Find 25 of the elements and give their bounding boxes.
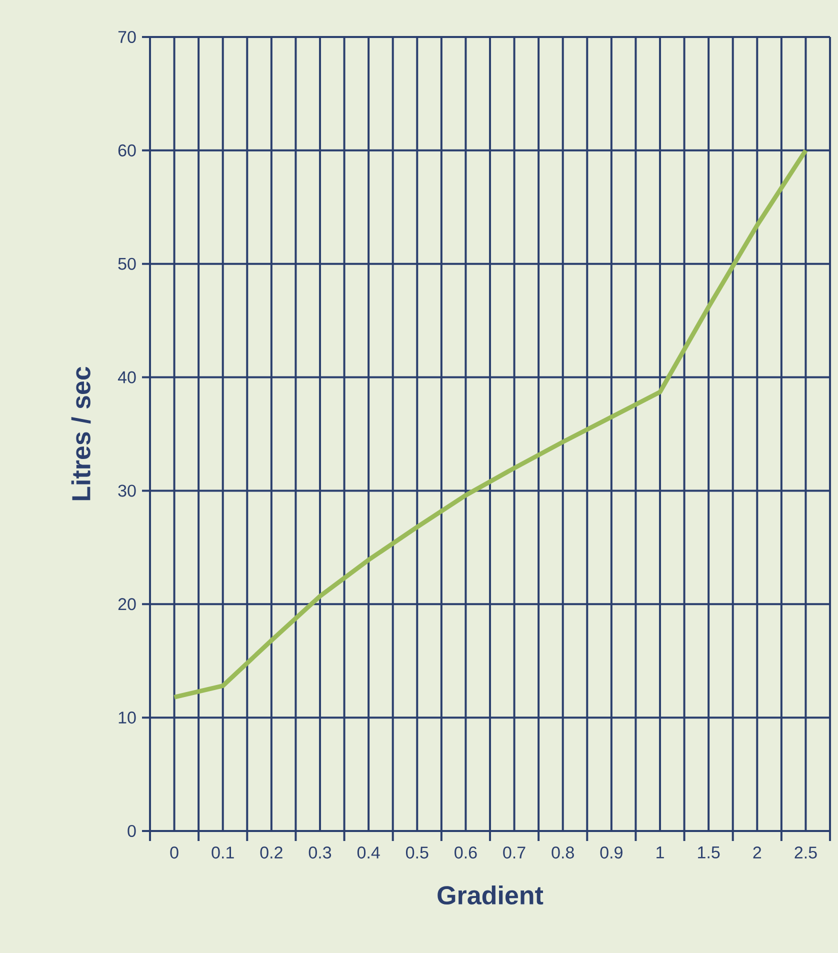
y-tick-label: 10 [118,712,136,724]
x-tick-label: 1 [656,846,664,858]
x-tick-label: 0.8 [552,846,574,859]
x-tick-label: 0.4 [357,846,380,859]
y-tick-label: 70 [118,30,136,44]
x-tick-label: 0.1 [212,846,234,859]
x-tick-label: 0.7 [503,846,526,859]
y-tick-label: 60 [118,144,136,156]
x-tick-label: 0.6 [454,846,477,859]
y-tick-label: 0 [128,824,136,838]
x-tick-label: 2.5 [794,846,817,859]
x-tick-label: 0.5 [406,846,428,859]
y-axis-title: Litres / sec [71,366,91,500]
x-axis-title: Gradient [438,885,544,905]
y-tick-label: 40 [118,371,136,384]
x-tick-label: 0.2 [260,846,282,859]
x-tick-label: 0.9 [600,846,622,859]
y-tick-label: 30 [118,484,136,497]
x-tick-label: 0.3 [308,846,332,859]
y-tick-label: 50 [118,258,136,270]
x-tick-label: 2 [753,846,762,858]
y-tick-label: 20 [118,598,136,610]
x-tick-label: 1.5 [698,846,720,858]
x-tick-label: 0 [170,846,178,859]
line-series [172,148,808,700]
